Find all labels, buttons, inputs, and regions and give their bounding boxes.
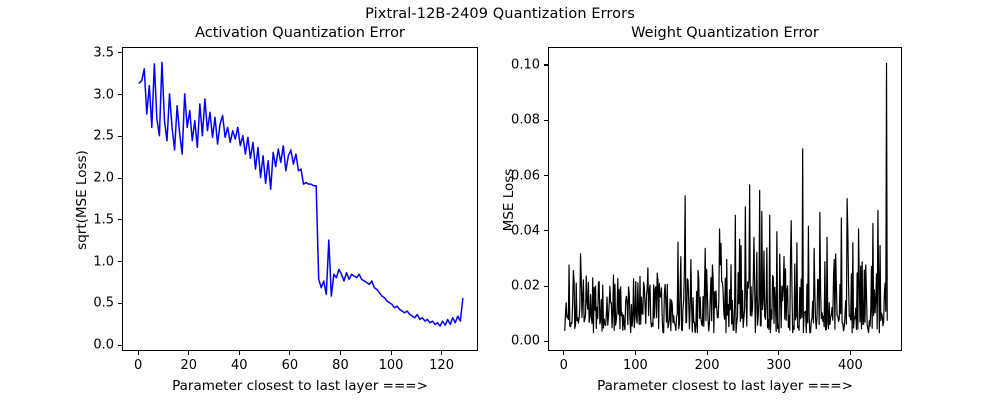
x-tick-mark bbox=[238, 351, 240, 355]
y-tick-mark bbox=[544, 230, 548, 232]
right-x-axis-label: Parameter closest to last layer ===> bbox=[597, 378, 853, 394]
y-tick-mark bbox=[118, 135, 122, 137]
x-tick-label: 100 bbox=[378, 358, 404, 373]
x-tick-label: 400 bbox=[837, 358, 863, 373]
y-tick-label: 0.5 bbox=[93, 295, 114, 311]
activation-quantization-plot-area bbox=[122, 47, 478, 351]
y-tick-label: 0.00 bbox=[511, 333, 540, 349]
x-tick-mark bbox=[849, 351, 851, 355]
left-subplot-title: Activation Quantization Error bbox=[195, 25, 405, 41]
y-tick-mark bbox=[544, 119, 548, 121]
left-x-axis-label: Parameter closest to last layer ===> bbox=[172, 378, 428, 394]
y-tick-mark bbox=[118, 344, 122, 346]
y-tick-mark bbox=[118, 177, 122, 179]
x-tick-label: 200 bbox=[694, 358, 720, 373]
right-subplot-title: Weight Quantization Error bbox=[631, 25, 819, 41]
x-tick-mark bbox=[188, 351, 190, 355]
x-tick-label: 60 bbox=[281, 358, 299, 373]
x-tick-label: 300 bbox=[766, 358, 792, 373]
x-tick-label: 20 bbox=[180, 358, 198, 373]
figure-suptitle: Pixtral-12B-2409 Quantization Errors bbox=[365, 6, 635, 22]
y-tick-label: 0.02 bbox=[511, 278, 540, 294]
y-tick-mark bbox=[118, 261, 122, 263]
left-y-axis-label: sqrt(MSE Loss) bbox=[74, 150, 90, 250]
y-tick-label: 0.10 bbox=[511, 57, 540, 73]
y-tick-label: 1.5 bbox=[93, 212, 114, 228]
activation-error-line-series bbox=[138, 61, 464, 327]
x-tick-label: 120 bbox=[429, 358, 454, 373]
y-tick-label: 1.0 bbox=[93, 254, 114, 270]
x-tick-mark bbox=[289, 351, 291, 355]
y-tick-label: 0.0 bbox=[93, 337, 114, 353]
x-tick-mark bbox=[563, 351, 565, 355]
y-tick-mark bbox=[544, 285, 548, 287]
y-tick-label: 3.5 bbox=[93, 45, 114, 61]
y-tick-label: 3.0 bbox=[93, 87, 114, 103]
x-tick-mark bbox=[441, 351, 443, 355]
x-tick-label: 80 bbox=[332, 358, 349, 373]
y-tick-mark bbox=[544, 64, 548, 66]
x-tick-label: 40 bbox=[231, 358, 248, 373]
x-tick-mark bbox=[778, 351, 780, 355]
y-tick-mark bbox=[118, 52, 122, 54]
y-tick-label: 0.08 bbox=[511, 112, 540, 128]
weight-error-line-series bbox=[564, 62, 888, 334]
x-tick-mark bbox=[634, 351, 637, 355]
x-tick-mark bbox=[339, 351, 342, 355]
right-y-axis-label: MSE Loss bbox=[501, 168, 517, 232]
y-tick-mark bbox=[118, 94, 122, 96]
y-tick-label: 0.04 bbox=[511, 223, 540, 239]
y-tick-mark bbox=[118, 302, 122, 304]
y-tick-mark bbox=[544, 175, 548, 177]
weight-quantization-plot-area bbox=[548, 47, 902, 351]
y-tick-label: 2.0 bbox=[93, 170, 114, 186]
y-tick-label: 2.5 bbox=[93, 128, 114, 144]
x-tick-label: 100 bbox=[623, 358, 648, 373]
y-tick-mark bbox=[118, 219, 122, 221]
x-tick-label: 0 bbox=[134, 358, 143, 373]
x-tick-mark bbox=[390, 351, 392, 355]
x-tick-mark bbox=[137, 351, 139, 355]
y-tick-label: 0.06 bbox=[511, 168, 540, 183]
x-tick-label: 0 bbox=[559, 358, 568, 373]
y-tick-mark bbox=[544, 340, 548, 342]
x-tick-mark bbox=[706, 351, 708, 355]
